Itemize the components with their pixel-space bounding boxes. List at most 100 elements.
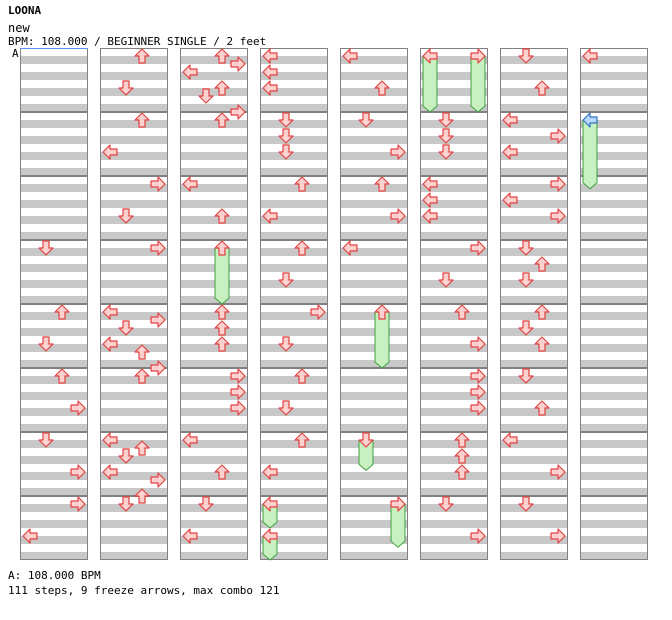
step-arrow [294,432,310,448]
footer-bpm-text: A: 108.000 BPM [8,569,101,582]
step-arrow [294,176,310,192]
footer-stats-text: 111 steps, 9 freeze arrows, max combo 12… [8,584,280,597]
step-arrow [534,400,550,416]
measure [420,112,488,176]
measure [100,496,168,560]
step-arrow [502,112,518,128]
step-arrow [182,64,198,80]
song-title: LOONA [8,4,42,17]
step-arrow [278,272,294,288]
step-arrow [262,80,278,96]
step-arrow [182,432,198,448]
measure [580,48,648,112]
measure [180,112,248,176]
step-arrow [278,336,294,352]
step-arrow [54,368,70,384]
step-arrow [422,176,438,192]
step-arrow [374,176,390,192]
step-arrow [262,208,278,224]
measure [580,304,648,368]
step-arrow [278,144,294,160]
step-arrow [294,240,310,256]
step-arrow [470,528,486,544]
step-arrow [342,48,358,64]
step-arrow [134,344,150,360]
freeze-arrow [470,48,486,113]
freeze-arrow [390,496,406,548]
step-arrow [470,400,486,416]
step-arrow [438,272,454,288]
step-arrow [374,80,390,96]
step-arrow [134,440,150,456]
chart-column [420,48,488,560]
step-arrow [70,464,86,480]
step-arrow [214,208,230,224]
step-arrow [102,144,118,160]
step-arrow [134,368,150,384]
measure [420,432,488,496]
measure [180,304,248,368]
measure [180,176,248,240]
measure [260,432,328,496]
step-arrow [550,176,566,192]
measure [20,48,88,112]
step-arrow [390,144,406,160]
step-arrow [550,464,566,480]
chart-column [20,48,88,560]
step-arrow [118,320,134,336]
step-arrow [102,464,118,480]
step-arrow [502,144,518,160]
step-arrow [470,336,486,352]
step-arrow [230,56,246,72]
freeze-head-arrow [422,48,438,64]
step-arrow [470,240,486,256]
chart-column [180,48,248,560]
measure [20,176,88,240]
step-arrow [470,384,486,400]
step-arrow [262,64,278,80]
step-arrow [534,336,550,352]
step-arrow [150,360,166,376]
step-arrow [38,240,54,256]
step-arrow [214,80,230,96]
freeze-arrow [374,304,390,369]
freeze-head-arrow [358,432,374,448]
step-arrow [438,496,454,512]
freeze-head-arrow [262,496,278,512]
measure [340,368,408,432]
measure [420,176,488,240]
step-arrow [150,176,166,192]
freeze-arrow [422,48,438,113]
measure [580,368,648,432]
step-arrow [214,48,230,64]
freeze-head-arrow [374,304,390,320]
measure [500,304,568,368]
step-arrow [518,240,534,256]
measure [580,496,648,560]
measure [420,496,488,560]
step-arrow [182,176,198,192]
step-arrow [118,448,134,464]
measure [260,48,328,112]
freeze-arrow [214,240,230,305]
measure [180,240,248,304]
measure [180,496,248,560]
step-arrow [518,496,534,512]
measure [500,368,568,432]
step-arrow [54,304,70,320]
song-subtitle: new [8,21,30,35]
step-arrow [502,432,518,448]
step-arrow [294,368,310,384]
step-arrow [422,192,438,208]
measure [260,240,328,304]
measure [260,368,328,432]
step-arrow [454,304,470,320]
measure [20,432,88,496]
step-arrow [198,496,214,512]
freeze-arrow [358,432,374,472]
step-arrow [518,272,534,288]
measure [340,48,408,112]
step-arrow [262,464,278,480]
measure [260,112,328,176]
step-arrow [118,208,134,224]
